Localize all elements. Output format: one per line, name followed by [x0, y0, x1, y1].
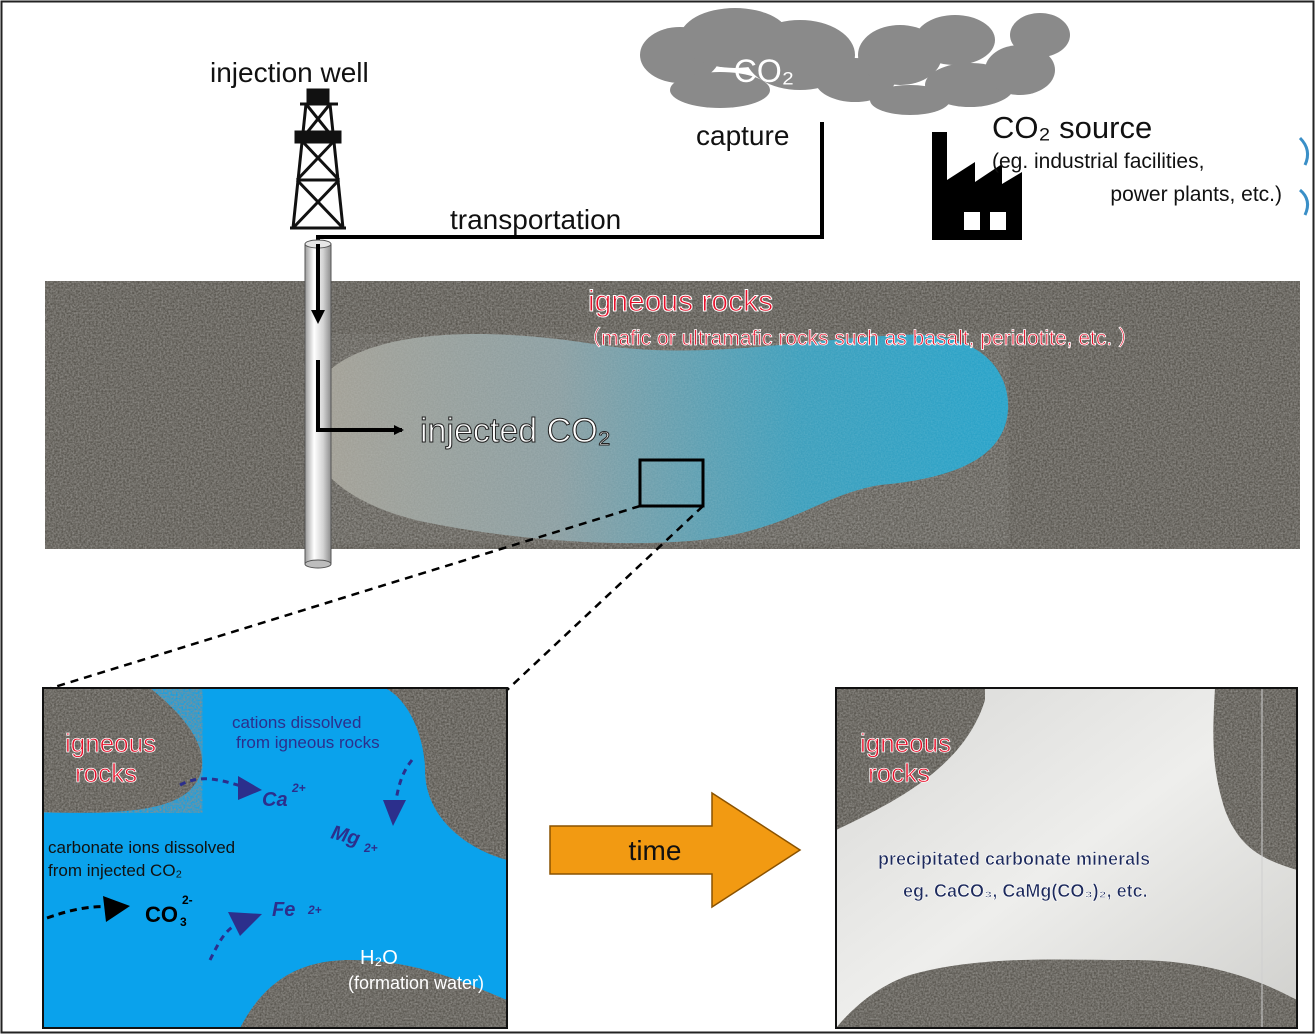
ion-co3-sub: 3	[180, 915, 187, 929]
right-rocks-line1: igneous	[860, 728, 951, 758]
left-rocks-line1: igneous	[65, 728, 156, 758]
ca-arrowhead	[238, 776, 262, 800]
edge-mark	[1298, 136, 1310, 166]
edge-mark	[1298, 188, 1310, 216]
left-rocks-line2: rocks	[75, 758, 137, 788]
injected-co2-label: injected CO₂	[420, 412, 611, 450]
zoom-line-right	[506, 505, 704, 691]
co2-cloud	[640, 8, 1070, 115]
minerals-line2: eg. CaCO₃, CaMg(CO₃)₂, etc.	[903, 881, 1148, 901]
water-line1: H₂O	[360, 947, 398, 969]
source-title: CO₂ source	[992, 110, 1152, 145]
carbonate-minerals	[836, 688, 1297, 1028]
carbonate-line1: carbonate ions dissolved	[48, 838, 235, 857]
time-label: time	[629, 835, 682, 866]
carbonate-line2: from injected CO₂	[48, 861, 182, 880]
ion-ca: Ca	[262, 789, 288, 811]
right-rocks-line2: rocks	[868, 758, 930, 788]
pore-detail-panel	[43, 688, 507, 1028]
ion-mg-charge: 2+	[363, 841, 378, 855]
rock-formation	[45, 281, 1300, 549]
rock-title: igneous rocks	[588, 285, 773, 318]
ion-fe-charge: 2+	[307, 903, 322, 917]
co3-arrowhead	[103, 896, 130, 922]
ion-ca-charge: 2+	[291, 781, 306, 795]
injection-well-icon	[290, 88, 346, 230]
transportation-label: transportation	[450, 204, 621, 235]
source-detail-line2: power plants, etc.)	[1110, 183, 1282, 206]
rock-detail: （mafic or ultramafic rocks such as basal…	[580, 327, 1139, 350]
mg-arrowhead	[383, 800, 406, 826]
minerals-line1: precipitated carbonate minerals	[878, 849, 1150, 869]
mineralized-panel	[836, 688, 1297, 1028]
water-line2: (formation water)	[348, 973, 484, 993]
down-arrowhead	[311, 310, 325, 324]
ion-fe: Fe	[272, 899, 295, 921]
time-arrow	[549, 791, 802, 909]
factory-icon	[932, 132, 1022, 240]
zoom-box	[638, 458, 705, 508]
cations-line1: cations dissolved	[232, 713, 361, 732]
zoom-line-left	[44, 504, 641, 692]
injection-well-label: injection well	[210, 57, 369, 88]
cloud-co2-label: CO₂	[734, 53, 794, 89]
fe-arrowhead	[228, 912, 262, 936]
injection-arrow	[316, 360, 404, 435]
ion-co3-charge: 2-	[182, 893, 193, 907]
capture-label: capture	[696, 120, 789, 151]
source-detail-line1: (eg. industrial facilities,	[992, 150, 1204, 173]
ion-co3: CO	[145, 902, 178, 927]
cations-line2: from igneous rocks	[236, 733, 380, 752]
